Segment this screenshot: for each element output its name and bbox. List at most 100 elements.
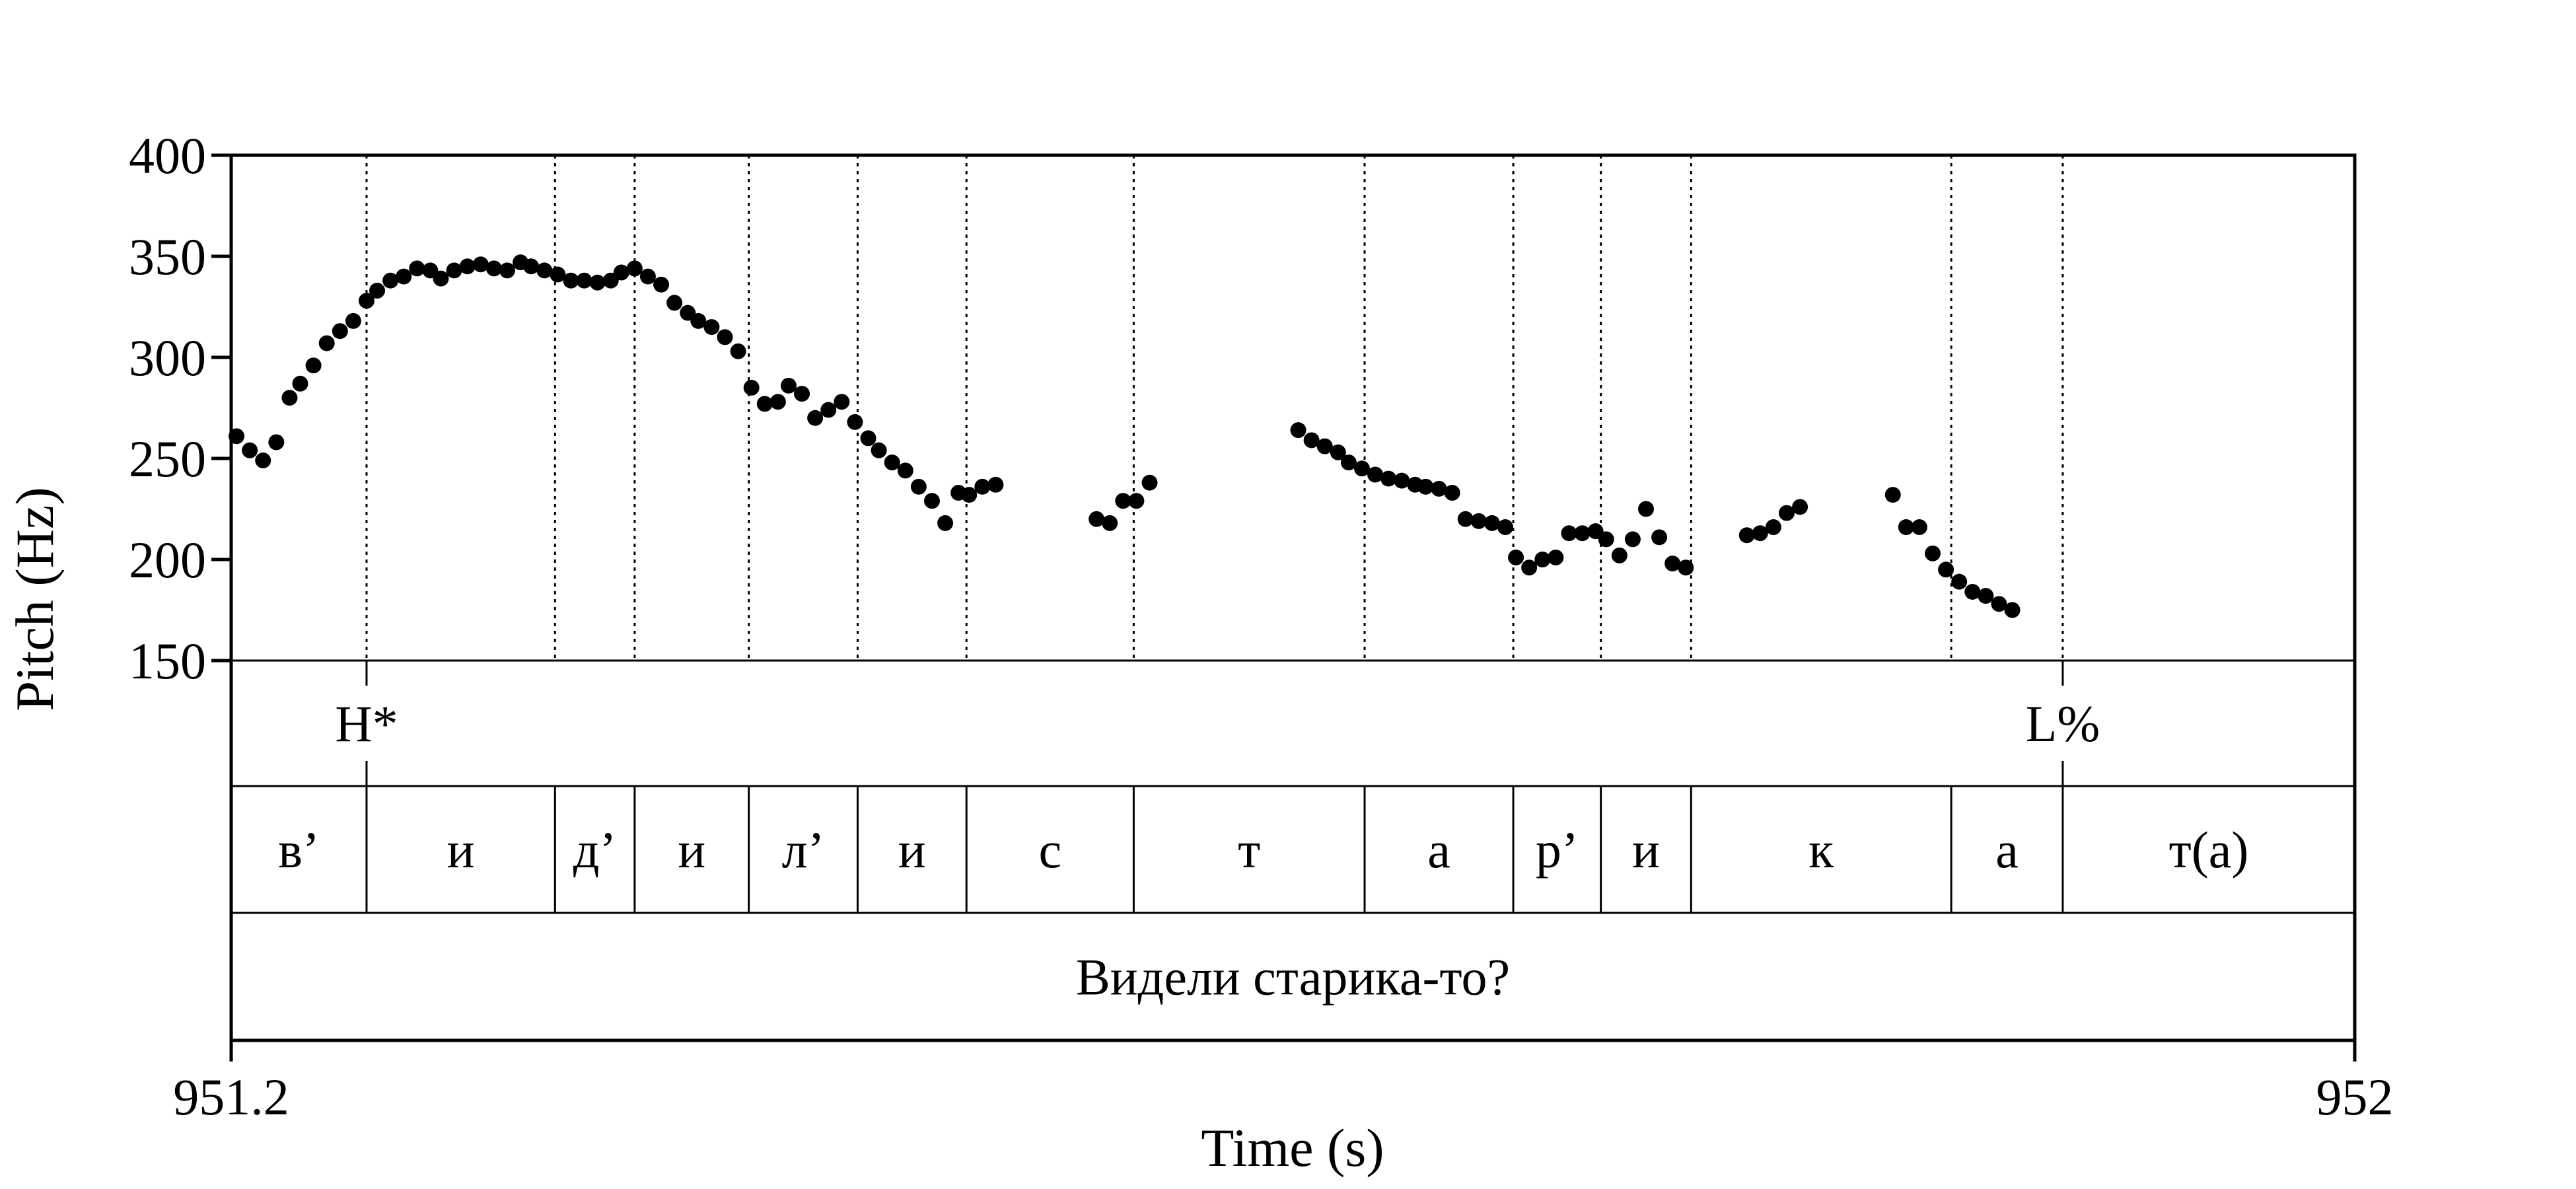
y-tick-label: 300 (129, 329, 206, 386)
pitch-point (1548, 549, 1564, 565)
pitch-point (1431, 480, 1447, 497)
pitch-point (1765, 519, 1781, 536)
pitch-point (1651, 529, 1668, 546)
pitch-point (1964, 583, 1981, 600)
pitch-point (268, 434, 285, 450)
pitch-point (1457, 511, 1474, 527)
segment-label: т(а) (2169, 821, 2249, 879)
pitch-point (1978, 588, 1994, 604)
pitch-point (1316, 438, 1333, 454)
segment-label: с (1038, 821, 1061, 879)
pitch-point (1991, 596, 2007, 612)
pitch-point (1367, 466, 1384, 483)
pitch-point (1664, 556, 1681, 572)
y-tick-label: 200 (129, 531, 206, 589)
pitch-point (1470, 513, 1487, 529)
pitch-point (1611, 547, 1628, 563)
pitch-point (794, 386, 810, 402)
pitch-point (550, 266, 566, 283)
pitch-point (1752, 525, 1768, 542)
pitch-point (1394, 472, 1410, 489)
pitch-point (743, 379, 760, 396)
pitch-point (897, 462, 913, 479)
segment-label: л’ (782, 821, 825, 879)
pitch-point (1951, 573, 1968, 590)
pitch-point (1290, 422, 1306, 439)
pitch-point (305, 357, 322, 374)
pitch-point (1508, 549, 1524, 565)
pitch-point (332, 323, 348, 340)
segment-label: и (447, 821, 475, 879)
pitch-point (974, 478, 991, 495)
pitch-point (847, 414, 863, 430)
pitch-point (576, 272, 592, 289)
pitch-point (1521, 559, 1538, 576)
pitch-point (1497, 519, 1513, 536)
pitch-point (409, 260, 425, 277)
segment-label: к (1808, 821, 1834, 879)
pitch-point (1303, 432, 1320, 449)
pitch-point (717, 329, 733, 345)
pitch-point (2004, 602, 2021, 618)
pitch-point (563, 272, 579, 289)
pitch-point (987, 476, 1004, 493)
pitch-point (1778, 505, 1795, 521)
pitch-point (1884, 487, 1901, 503)
pitch-point (433, 270, 449, 287)
pitch-point (613, 264, 629, 281)
pitch-point (1598, 531, 1614, 548)
pitch-point (523, 258, 540, 275)
pitch-point (1484, 515, 1500, 531)
pitch-point (446, 262, 462, 279)
tone-label: H* (335, 695, 398, 752)
pitch-point (923, 493, 940, 509)
y-tick-label: 250 (129, 430, 206, 487)
pitch-point (807, 410, 824, 426)
segment-label: в’ (278, 821, 320, 879)
pitch-point (769, 394, 786, 410)
pitch-point (910, 478, 927, 495)
pitch-point (358, 293, 375, 309)
pitch-point (1938, 561, 1954, 578)
pitch-points-layer (229, 254, 2021, 618)
pitch-point (1911, 519, 1927, 536)
pitch-point (1925, 545, 1941, 561)
pitch-point (292, 375, 308, 392)
pitch-point (626, 260, 643, 277)
segment-label: и (678, 821, 705, 879)
pitch-point (1353, 460, 1370, 477)
segment-label: а (1427, 821, 1450, 879)
pitch-point (937, 515, 954, 531)
pitch-point (318, 335, 335, 351)
labels-layer: 150 200 250 300 350 400 951.2 952 H* L% в’ и д’ и л’ и с… (129, 127, 2394, 1126)
pitch-point (884, 454, 900, 471)
pitch-point (1330, 444, 1346, 460)
pitch-point (1637, 501, 1654, 517)
segment-label: и (1632, 821, 1660, 879)
pitch-point (666, 295, 683, 311)
pitch-point (536, 262, 553, 279)
pitch-point (730, 343, 746, 359)
pitch-point (1624, 531, 1641, 548)
pitch-point (834, 394, 850, 410)
pitch-point (1340, 454, 1357, 471)
pitch-point (499, 262, 515, 279)
pitch-point (242, 442, 258, 458)
y-tick-label: 150 (129, 632, 206, 690)
boundary-lines-layer (365, 155, 2064, 786)
pitch-point (589, 274, 606, 291)
pitch-point (820, 402, 837, 418)
pitch-point (1678, 559, 1694, 576)
pitch-point (860, 430, 877, 447)
pitch-point (1128, 493, 1145, 509)
sentence-label: Видели старика-то? (1076, 949, 1510, 1006)
pitch-point (639, 268, 656, 285)
x-tick-label: 951.2 (173, 1068, 289, 1126)
pitch-point (1574, 525, 1591, 542)
pitch-point (382, 272, 399, 289)
pitch-point (396, 268, 412, 285)
pitch-point (1115, 493, 1131, 509)
pitch-point (1792, 499, 1808, 515)
segment-label: р’ (1536, 821, 1579, 879)
pitch-point (1380, 470, 1397, 487)
